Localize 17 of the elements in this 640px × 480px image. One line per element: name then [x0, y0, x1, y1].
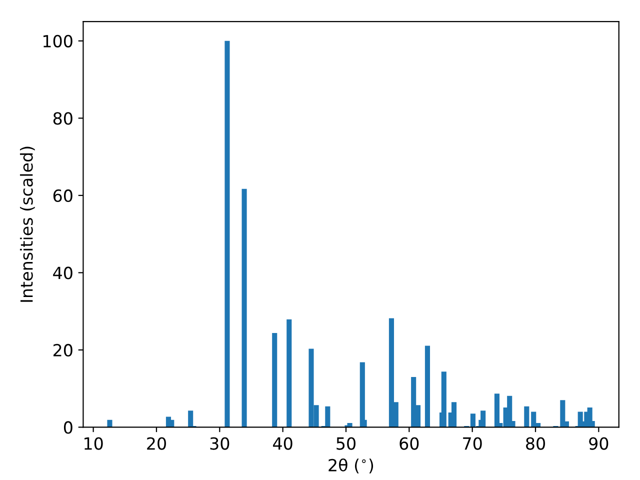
x-tick-label: 70: [463, 437, 482, 450]
x-tick-label: 20: [147, 437, 166, 450]
y-tick-label: 80: [53, 112, 72, 125]
y-tick-label: 40: [53, 266, 72, 280]
y-tick-label: 0: [64, 421, 72, 434]
x-tick-label: 80: [526, 437, 545, 450]
y-tick-label: 20: [53, 344, 72, 357]
x-tick-label: 10: [84, 437, 103, 450]
y-tick-label: 60: [53, 189, 72, 202]
x-tick-label: 40: [273, 437, 292, 450]
x-tick-label: 50: [336, 437, 356, 450]
y-axis-title: Intensities (scaled): [20, 146, 35, 302]
x-tick-label: 30: [210, 437, 230, 450]
x-tick-label: 60: [400, 437, 419, 450]
x-tick-label: 90: [589, 437, 608, 450]
x-axis-title: 2θ ($^{∘}$): [328, 458, 374, 474]
y-tick-label: 100: [43, 34, 72, 48]
